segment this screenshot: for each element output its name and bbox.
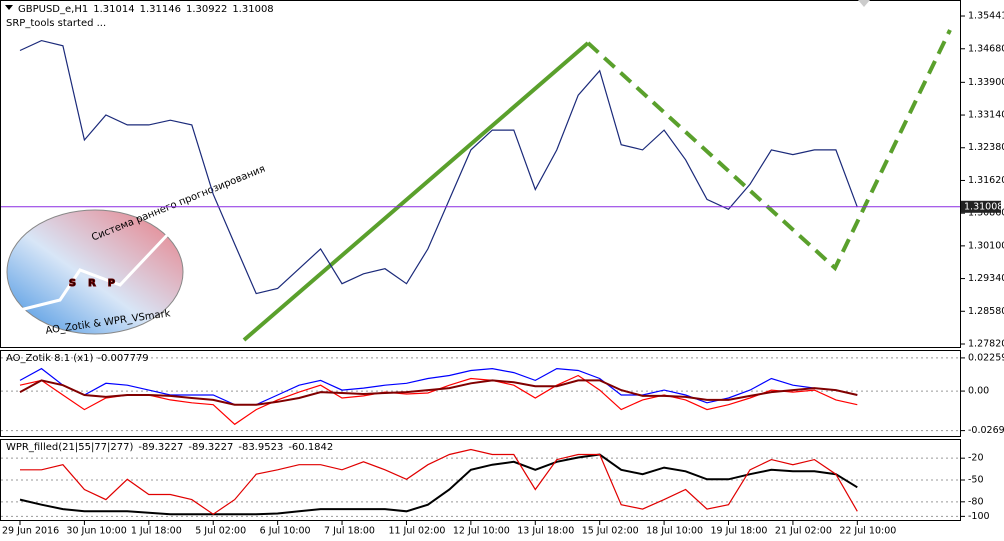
indicator-value: -89.3227 <box>188 442 233 453</box>
symbol: GBPUSD_e,H1 <box>18 4 88 15</box>
y-tick-label: 1.29340 <box>968 273 1004 284</box>
y-tick-label: -80 <box>968 496 984 507</box>
quote-value: 1.31146 <box>140 4 181 15</box>
y-tick-label: -100 <box>968 511 990 522</box>
symbol-header: GBPUSD_e,H1 1.31014 1.31146 1.30922 1.31008 <box>18 4 274 15</box>
quote-value: 1.30922 <box>186 4 227 15</box>
y-tick-label: -0.026923 <box>968 425 1004 436</box>
y-tick-label: 1.30100 <box>968 240 1004 251</box>
x-tick-label: 1 Jul 18:00 <box>131 526 182 537</box>
quote-value: 1.31014 <box>93 4 134 15</box>
y-tick-label: 1.33140 <box>968 110 1004 121</box>
x-tick-label: 5 Jul 02:00 <box>195 526 246 537</box>
indicator-title: AO_Zotik 8.1 (x1) -0.007779 <box>6 353 149 364</box>
status-text: SRP_tools started ... <box>6 18 106 29</box>
series-line <box>19 453 858 516</box>
x-tick-label: 13 Jul 18:00 <box>517 526 574 537</box>
x-tick-label: 22 Jul 10:00 <box>839 526 896 537</box>
x-tick-label: 29 Jun 2016 <box>2 526 59 537</box>
series-line <box>20 448 858 515</box>
menu-arrow[interactable] <box>5 5 13 10</box>
y-tick-label: 1.27820 <box>968 338 1004 349</box>
x-tick-label: 12 Jul 10:00 <box>453 526 510 537</box>
y-tick-label: 1.28580 <box>968 306 1004 317</box>
indicator-name: AO_Zotik 8.1 (x1) <box>6 353 93 364</box>
indicator-value: -60.1842 <box>288 442 333 453</box>
x-tick-label: 30 Jun 10:00 <box>66 526 126 537</box>
y-tick-label: 0.00 <box>968 386 989 397</box>
x-tick-label: 7 Jul 18:00 <box>324 526 375 537</box>
y-tick-label: 1.30860 <box>968 208 1004 219</box>
indicator-value: -89.3227 <box>138 442 183 453</box>
indicator-value: -83.9523 <box>238 442 283 453</box>
y-tick-label: 1.35441 <box>968 11 1004 22</box>
series-line <box>19 39 858 295</box>
trend-drawings <box>242 29 952 342</box>
y-tick-label: -20 <box>968 453 984 464</box>
logo-title: SRP <box>69 278 127 289</box>
quote-value: 1.31008 <box>232 4 273 15</box>
y-tick-label: 1.31620 <box>968 175 1004 186</box>
y-tick-label: 1.33900 <box>968 77 1004 88</box>
panel-borders <box>0 0 961 521</box>
indicator-name: WPR_filled(21|55|77|277) <box>6 442 133 453</box>
x-tick-label: 18 Jul 10:00 <box>646 526 703 537</box>
x-tick-label: 15 Jul 02:00 <box>582 526 639 537</box>
last-price-box <box>961 200 1001 213</box>
series-line <box>19 379 858 406</box>
x-tick-label: 19 Jul 18:00 <box>711 526 768 537</box>
x-tick-label: 21 Jul 02:00 <box>775 526 832 537</box>
shift-marker <box>858 0 870 7</box>
x-tick-label: 6 Jul 10:00 <box>260 526 311 537</box>
last-price-label: 1.31008 <box>964 201 1003 212</box>
y-tick-label: 1.32380 <box>968 142 1004 153</box>
x-tick-label: 11 Jul 02:00 <box>388 526 445 537</box>
y-tick-label: -50 <box>968 475 984 486</box>
indicator-value: -0.007779 <box>97 353 148 364</box>
indicator-title: WPR_filled(21|55|77|277) -89.3227 -89.3227… <box>6 442 333 453</box>
y-tick-label: 1.34680 <box>968 43 1004 54</box>
y-tick-label: 0.022596 <box>968 352 1004 363</box>
